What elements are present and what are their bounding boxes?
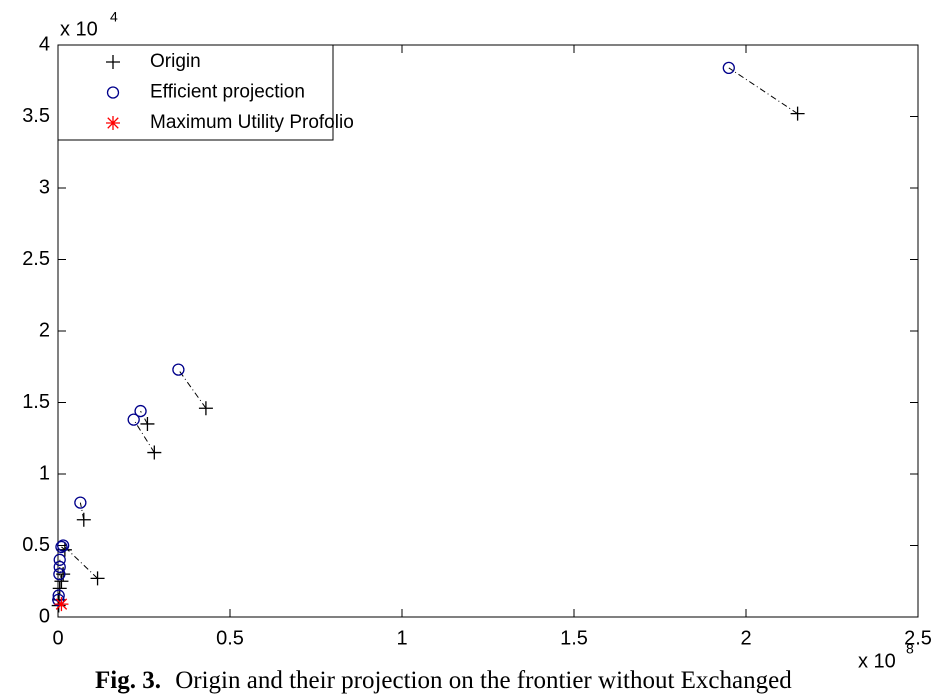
x-tick-label: 1 [396, 627, 407, 649]
y-tick-label: 3.5 [22, 105, 50, 127]
point [53, 553, 66, 566]
legend-label: Origin [150, 51, 201, 72]
point [790, 106, 805, 121]
legend-label: Maximum Utility Profolio [150, 112, 354, 133]
y-multiplier-base: x 10 [60, 18, 98, 40]
x-multiplier-exponent: 8 [906, 641, 914, 657]
y-tick-label: 4 [39, 33, 50, 55]
point [55, 540, 68, 554]
point [134, 404, 147, 418]
y-tick-label: 2.5 [22, 248, 50, 270]
connector [62, 545, 98, 579]
point [74, 496, 87, 509]
y-tick-label: 1.5 [22, 391, 50, 413]
x-tick-label: 2 [740, 627, 751, 649]
point [53, 567, 66, 581]
plot-layer: 0 0.5 1 1.5 2 2.5 0 0.5 1 1.5 2 2.5 3 3.5 4 Origin Effic… [22, 33, 932, 649]
legend: Origin Efficient projection Maximum Utilit… [57, 44, 354, 141]
y-tick-label: 2 [39, 319, 50, 341]
legend-marker [106, 116, 120, 130]
legend-marker [106, 55, 120, 69]
x-tick-label: 1.5 [560, 627, 588, 649]
point [54, 597, 69, 612]
connector [140, 410, 148, 425]
point [52, 581, 67, 596]
point [90, 571, 105, 586]
x-tick-label: 0 [52, 627, 63, 649]
point [54, 574, 69, 589]
point [57, 539, 70, 552]
point [172, 363, 185, 376]
caption-label: Fig. 3. [95, 667, 161, 694]
point [53, 560, 66, 574]
y-tick-label: 0.5 [22, 534, 50, 556]
y-multiplier-exponent: 4 [110, 9, 118, 25]
connector [728, 67, 798, 115]
point [147, 445, 162, 460]
y-tick-label: 0 [39, 605, 50, 627]
y-tick-label: 1 [39, 462, 50, 484]
x-tick-label: 2.5 [904, 627, 932, 649]
point [52, 593, 65, 606]
y-tick-label: 3 [39, 176, 50, 198]
connector [177, 369, 207, 409]
point [127, 413, 140, 426]
x-multiplier-base: x 10 [858, 650, 896, 672]
legend-label: Efficient projection [150, 82, 305, 103]
point [722, 61, 735, 75]
x-tick-label: 0.5 [216, 627, 244, 649]
point [140, 416, 155, 431]
caption-text: Origin and their projection on the front… [175, 667, 792, 694]
legend-marker [106, 86, 120, 99]
caption: Fig. 3. Origin and their projection on t… [95, 667, 792, 694]
legend-box [57, 44, 334, 141]
point [76, 512, 91, 527]
point [198, 401, 213, 416]
